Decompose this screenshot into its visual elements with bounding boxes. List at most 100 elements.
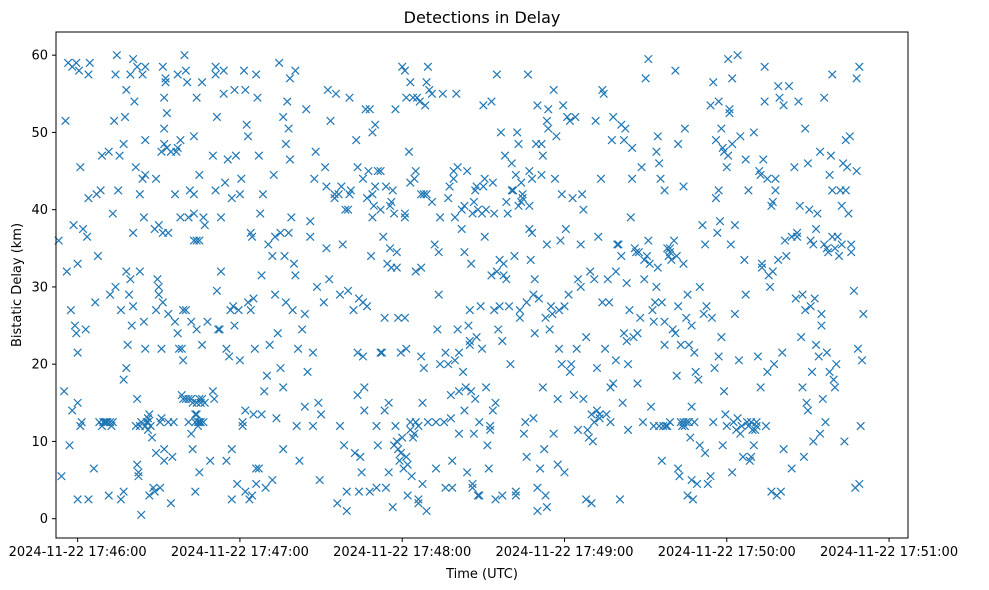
data-point-marker: [832, 359, 841, 369]
data-point-marker: [473, 491, 483, 500]
data-point-marker: [132, 62, 142, 71]
data-point-marker: [219, 66, 228, 75]
x-tick-label: 2024-11-22 17:51:00: [820, 545, 958, 560]
data-point-marker: [472, 332, 481, 342]
data-point-marker: [379, 232, 388, 241]
data-point-marker: [138, 174, 147, 184]
data-point-marker: [105, 290, 115, 299]
y-tick-label: 50: [31, 126, 48, 141]
data-point-marker: [139, 213, 149, 222]
data-point-marker: [660, 186, 669, 195]
data-point-marker: [640, 274, 649, 284]
data-point-marker: [249, 294, 258, 303]
data-point-marker: [278, 112, 288, 122]
data-point-marker: [841, 186, 851, 195]
data-point-marker: [525, 166, 534, 176]
data-point-marker: [250, 344, 260, 353]
data-point-marker: [802, 398, 811, 408]
data-point-marker: [448, 456, 457, 465]
data-point-marker: [723, 151, 733, 160]
data-point-marker: [418, 398, 427, 408]
data-point-marker: [756, 170, 765, 180]
data-point-marker: [414, 499, 423, 508]
data-point-marker: [554, 344, 564, 353]
data-point-marker: [316, 410, 326, 419]
data-point-marker: [241, 487, 250, 496]
data-point-marker: [182, 77, 192, 87]
data-point-marker: [219, 89, 228, 99]
data-point-marker: [253, 93, 262, 102]
data-point-marker: [205, 456, 215, 465]
data-point-marker: [104, 147, 113, 156]
data-point-marker: [278, 444, 288, 454]
data-point-marker: [741, 155, 750, 164]
data-point-marker: [397, 62, 407, 71]
data-point-marker: [377, 348, 387, 357]
data-point-marker: [503, 209, 512, 218]
data-point-marker: [809, 437, 818, 446]
data-point-marker: [859, 309, 868, 319]
data-point-marker: [834, 251, 844, 261]
data-point-marker: [358, 352, 368, 361]
data-point-marker: [539, 444, 549, 454]
data-point-marker: [821, 417, 830, 427]
data-point-marker: [565, 367, 575, 377]
data-point-marker: [550, 174, 560, 184]
data-point-marker: [757, 259, 767, 268]
data-point-marker: [350, 448, 360, 458]
y-tick-label: 20: [31, 358, 48, 373]
data-point-marker: [372, 483, 381, 493]
data-point-marker: [581, 332, 591, 342]
data-point-marker: [562, 112, 572, 122]
data-point-marker: [108, 417, 118, 427]
data-point-marker: [312, 282, 322, 292]
data-point-marker: [435, 213, 445, 222]
data-point-marker: [663, 421, 672, 431]
data-point-marker: [534, 294, 544, 303]
data-point-marker: [725, 108, 734, 118]
data-point-marker: [460, 247, 469, 257]
data-point-marker: [82, 232, 92, 241]
data-point-marker: [688, 495, 698, 504]
data-point-marker: [243, 298, 253, 307]
data-point-marker: [158, 298, 168, 307]
data-point-marker: [599, 89, 608, 99]
data-point-marker: [284, 124, 293, 133]
data-point-marker: [464, 321, 473, 330]
data-point-marker: [343, 205, 353, 214]
data-point-marker: [306, 232, 315, 241]
data-point-marker: [495, 302, 504, 311]
data-point-marker: [679, 182, 688, 191]
data-point-marker: [408, 93, 418, 102]
data-point-marker: [499, 271, 508, 280]
data-point-marker: [211, 62, 220, 71]
data-point-marker: [210, 394, 219, 404]
data-point-marker: [672, 371, 681, 380]
data-point-marker: [479, 182, 488, 191]
data-point-marker: [564, 290, 573, 299]
data-point-marker: [855, 62, 864, 71]
data-point-marker: [511, 487, 521, 496]
data-point-marker: [136, 510, 146, 520]
data-point-marker: [370, 120, 380, 129]
data-point-marker: [353, 162, 362, 172]
data-point-marker: [135, 190, 145, 199]
data-point-marker: [285, 74, 295, 83]
data-point-marker: [592, 363, 602, 373]
data-point-marker: [273, 329, 283, 338]
data-point-marker: [132, 394, 142, 404]
data-point-marker: [811, 224, 821, 234]
data-point-marker: [778, 348, 787, 357]
data-point-marker: [123, 340, 132, 350]
data-point-marker: [719, 386, 729, 396]
data-point-marker: [768, 197, 777, 207]
data-point-marker: [671, 66, 680, 75]
data-point-marker: [487, 271, 496, 280]
data-point-marker: [494, 325, 503, 334]
data-point-marker: [73, 495, 82, 504]
data-point-marker: [683, 290, 692, 299]
data-point-marker: [391, 421, 400, 431]
data-point-marker: [553, 394, 562, 404]
data-point-marker: [153, 274, 162, 284]
data-point-marker: [542, 502, 552, 512]
